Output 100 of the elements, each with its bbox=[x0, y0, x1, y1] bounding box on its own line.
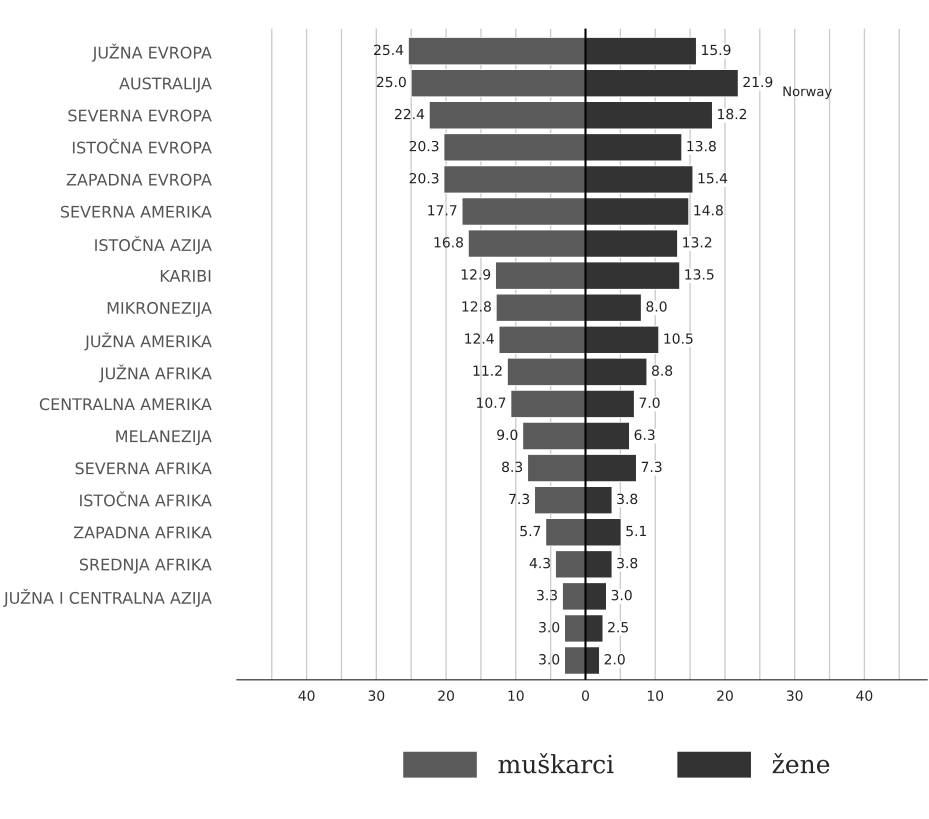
bar bbox=[564, 646, 586, 675]
data-label: 13.8 bbox=[687, 140, 716, 152]
bar bbox=[410, 69, 586, 98]
y-tick-label: SEVERNA AMERIKA bbox=[60, 206, 212, 218]
bar bbox=[444, 165, 586, 194]
legend-label: žene bbox=[772, 753, 830, 774]
data-label: 3.8 bbox=[617, 494, 638, 504]
bar bbox=[555, 550, 586, 578]
bar bbox=[585, 358, 648, 386]
data-label: 2.5 bbox=[608, 622, 628, 632]
data-label: 8.8 bbox=[652, 365, 672, 376]
bar bbox=[408, 37, 586, 66]
bar bbox=[428, 101, 586, 130]
data-label: 7.3 bbox=[642, 462, 662, 472]
y-tick-label: SREDNJA AFRIKA bbox=[80, 558, 212, 574]
x-tick-label: 40 bbox=[856, 690, 872, 701]
y-tick-label: ZAPADNA EVROPA bbox=[66, 174, 212, 186]
data-label: 13.2 bbox=[683, 237, 712, 248]
bar bbox=[585, 454, 637, 482]
y-tick-label: ZAPADNA AFRIKA bbox=[74, 526, 212, 538]
data-label: 10.5 bbox=[664, 333, 693, 344]
x-tick-label: 20 bbox=[717, 690, 733, 701]
data-label: 5.1 bbox=[626, 526, 646, 536]
bar bbox=[585, 614, 604, 643]
data-label: 8.0 bbox=[646, 301, 667, 312]
data-label: 20.3 bbox=[410, 140, 438, 152]
data-label: 8.3 bbox=[502, 462, 522, 472]
x-tick-label: 20 bbox=[438, 690, 454, 701]
data-label: 12.4 bbox=[465, 333, 494, 344]
data-label: 25.4 bbox=[374, 44, 404, 56]
data-label: 2.0 bbox=[604, 654, 625, 665]
bar bbox=[495, 262, 586, 290]
bar bbox=[585, 326, 660, 354]
bar bbox=[585, 518, 622, 546]
bar bbox=[585, 262, 680, 290]
bar bbox=[506, 358, 586, 386]
data-label: 3.0 bbox=[539, 654, 560, 665]
data-label: 9.0 bbox=[497, 430, 518, 440]
annotation: Norway bbox=[783, 86, 832, 99]
data-label: 11.2 bbox=[474, 365, 502, 376]
y-tick-label: KARIBI bbox=[160, 270, 210, 282]
y-tick-label: ISTOČNA EVROPA bbox=[72, 138, 212, 154]
bar bbox=[545, 518, 586, 546]
y-tick-label: MIKRONEZIJA bbox=[108, 302, 212, 317]
bar bbox=[462, 197, 586, 226]
x-tick-label: 0 bbox=[582, 690, 589, 701]
data-label: 3.3 bbox=[537, 590, 557, 600]
data-label: 21.9 bbox=[743, 76, 772, 88]
data-label: 16.8 bbox=[434, 237, 464, 248]
bar bbox=[585, 390, 635, 418]
bar bbox=[498, 326, 586, 354]
data-label: 15.4 bbox=[698, 173, 728, 184]
data-label: 10.7 bbox=[477, 397, 506, 408]
data-label: 6.3 bbox=[634, 430, 655, 440]
y-tick-label: JUŽNA AMERIKA bbox=[84, 332, 212, 350]
data-label: 13.5 bbox=[685, 269, 714, 280]
y-tick-label: MELANEZIJA bbox=[116, 430, 212, 446]
bar bbox=[585, 101, 713, 130]
bar bbox=[585, 165, 694, 194]
bar bbox=[585, 294, 642, 322]
bar bbox=[585, 197, 690, 226]
data-label: 25.0 bbox=[376, 76, 406, 88]
bar bbox=[522, 422, 586, 450]
data-label: 22.4 bbox=[395, 108, 424, 120]
y-tick-label: AUSTRALIJA bbox=[119, 77, 212, 92]
bar bbox=[562, 582, 586, 610]
y-tick-label: ISTOČNA AZIJA bbox=[95, 236, 212, 254]
bar bbox=[585, 550, 612, 578]
legend-label: muškarci bbox=[498, 753, 614, 774]
y-tick-label: SEVERNA AFRIKA bbox=[76, 462, 212, 474]
data-label: 3.8 bbox=[617, 558, 638, 568]
data-label: 7.0 bbox=[640, 397, 660, 408]
bar bbox=[585, 646, 600, 675]
bar bbox=[527, 454, 586, 482]
data-label: 12.9 bbox=[462, 269, 490, 280]
data-label: 20.3 bbox=[410, 172, 438, 184]
data-label: 7.3 bbox=[509, 494, 530, 504]
bar bbox=[585, 133, 682, 162]
data-label: 18.2 bbox=[718, 108, 746, 120]
data-label: 3.0 bbox=[612, 590, 632, 600]
bar bbox=[564, 614, 586, 643]
x-tick-label: 10 bbox=[508, 690, 524, 701]
data-label: 15.9 bbox=[702, 44, 730, 56]
bar bbox=[534, 486, 586, 514]
x-tick-label: 40 bbox=[298, 690, 315, 701]
bar bbox=[585, 69, 739, 98]
y-tick-label: JUŽNA EVROPA bbox=[92, 44, 212, 62]
bar bbox=[510, 390, 586, 418]
data-label: 4.3 bbox=[530, 558, 550, 568]
y-tick-label: CENTRALNA AMERIKA bbox=[40, 398, 212, 410]
data-label: 17.7 bbox=[428, 205, 456, 216]
x-tick-label: 30 bbox=[786, 690, 803, 701]
x-tick-label: 10 bbox=[648, 690, 664, 701]
data-label: 5.7 bbox=[520, 526, 540, 536]
bar bbox=[585, 37, 697, 66]
x-tick-label: 30 bbox=[368, 690, 384, 701]
data-label: 12.8 bbox=[462, 301, 491, 312]
y-tick-label: SEVERNA EVROPA bbox=[68, 109, 212, 122]
data-label: 14.8 bbox=[694, 205, 723, 216]
data-label: 3.0 bbox=[539, 622, 560, 632]
